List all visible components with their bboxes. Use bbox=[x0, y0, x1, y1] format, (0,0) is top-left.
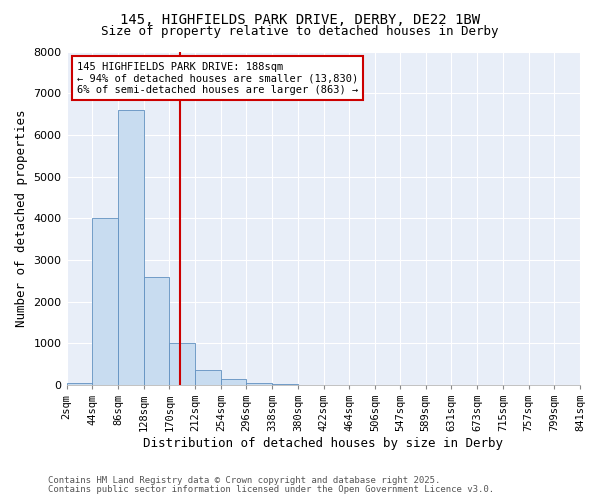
Text: Contains public sector information licensed under the Open Government Licence v3: Contains public sector information licen… bbox=[48, 484, 494, 494]
Text: 145, HIGHFIELDS PARK DRIVE, DERBY, DE22 1BW: 145, HIGHFIELDS PARK DRIVE, DERBY, DE22 … bbox=[120, 12, 480, 26]
Bar bbox=[272, 384, 298, 385]
Bar bbox=[92, 218, 118, 385]
Bar bbox=[118, 110, 143, 385]
Y-axis label: Number of detached properties: Number of detached properties bbox=[15, 110, 28, 327]
Bar bbox=[195, 370, 221, 385]
Bar bbox=[67, 383, 92, 385]
Bar bbox=[143, 276, 169, 385]
Bar bbox=[169, 343, 195, 385]
Bar bbox=[221, 380, 247, 385]
Text: Size of property relative to detached houses in Derby: Size of property relative to detached ho… bbox=[101, 25, 499, 38]
Text: Contains HM Land Registry data © Crown copyright and database right 2025.: Contains HM Land Registry data © Crown c… bbox=[48, 476, 440, 485]
X-axis label: Distribution of detached houses by size in Derby: Distribution of detached houses by size … bbox=[143, 437, 503, 450]
Bar bbox=[247, 383, 272, 385]
Text: 145 HIGHFIELDS PARK DRIVE: 188sqm
← 94% of detached houses are smaller (13,830)
: 145 HIGHFIELDS PARK DRIVE: 188sqm ← 94% … bbox=[77, 62, 358, 94]
